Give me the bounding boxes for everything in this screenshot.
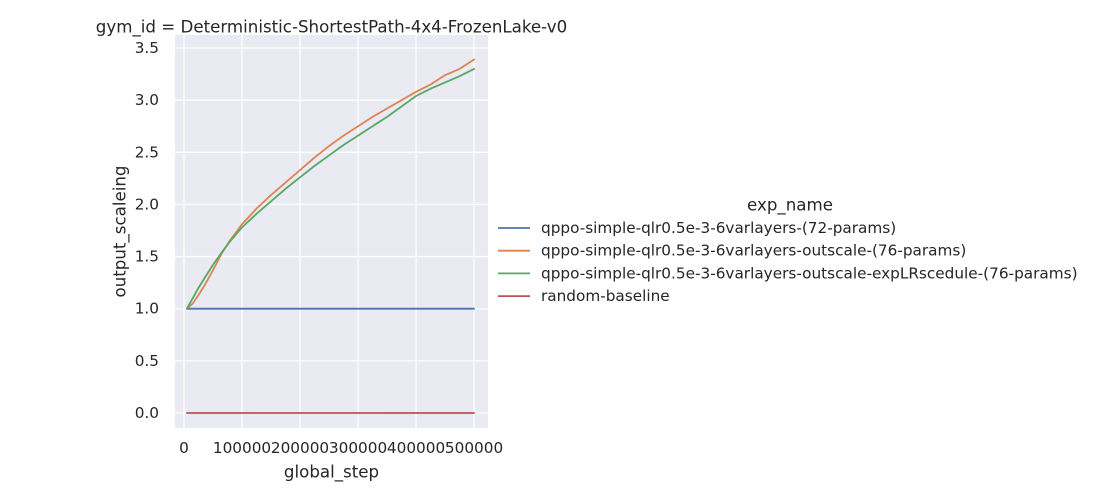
- y-tick-label: 3.5: [135, 39, 159, 57]
- legend-entry: qppo-simple-qlr0.5e-3-6varlayers-(72-par…: [498, 219, 896, 237]
- legend-label: qppo-simple-qlr0.5e-3-6varlayers-(72-par…: [541, 219, 896, 237]
- series-line-3: [185, 67, 475, 310]
- plot-background: [175, 35, 488, 428]
- y-tick-label: 1.5: [135, 248, 159, 266]
- gridlines: [175, 35, 488, 428]
- y-tick-label: 2.0: [135, 195, 159, 213]
- legend-entry: random-baseline: [498, 287, 670, 305]
- series-lines: [185, 58, 475, 414]
- series-line-2: [185, 58, 475, 310]
- legend: exp_name qppo-simple-qlr0.5e-3-6varlayer…: [498, 196, 1078, 305]
- legend-title: exp_name: [747, 196, 833, 216]
- x-tick-labels: 0 100000 200000 300000 400000 500000: [179, 439, 503, 457]
- y-tick-label: 3.0: [135, 91, 159, 109]
- x-tick-label: 300000: [329, 439, 387, 457]
- y-tick-label: 1.0: [135, 300, 159, 318]
- legend-entry: qppo-simple-qlr0.5e-3-6varlayers-outscal…: [498, 264, 1078, 282]
- x-tick-label: 0: [179, 439, 189, 457]
- legend-label: random-baseline: [541, 287, 670, 305]
- legend-label: qppo-simple-qlr0.5e-3-6varlayers-outscal…: [541, 242, 966, 260]
- x-tick-label: 100000: [213, 439, 271, 457]
- x-tick-label: 500000: [445, 439, 503, 457]
- x-axis-label: global_step: [284, 463, 379, 483]
- legend-entry: qppo-simple-qlr0.5e-3-6varlayers-outscal…: [498, 242, 966, 260]
- chart-title: gym_id = Deterministic-ShortestPath-4x4-…: [96, 18, 567, 38]
- y-tick-label: 2.5: [135, 143, 159, 161]
- y-tick-labels: 0.0 0.5 1.0 1.5 2.0 2.5 3.0 3.5: [135, 39, 159, 422]
- y-tick-label: 0.5: [135, 352, 159, 370]
- y-tick-label: 0.0: [135, 404, 159, 422]
- x-tick-label: 200000: [271, 439, 329, 457]
- legend-label: qppo-simple-qlr0.5e-3-6varlayers-outscal…: [541, 264, 1078, 282]
- y-axis-label: output_scaleing: [111, 166, 131, 298]
- x-tick-label: 400000: [387, 439, 445, 457]
